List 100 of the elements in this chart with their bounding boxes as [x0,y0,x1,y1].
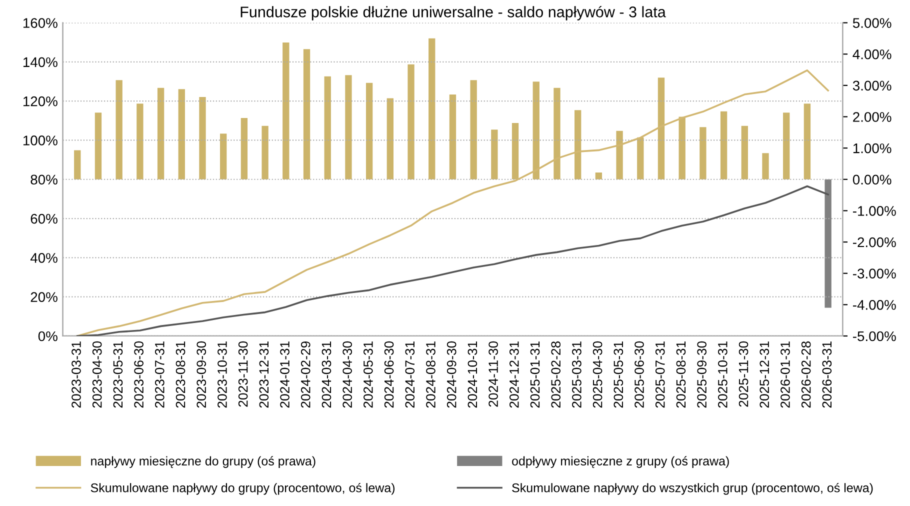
bar [428,38,436,180]
x-tick-label: 2023-11-30 [238,341,248,407]
legend-label: napływy miesięczne do grupy (oś prawa) [91,456,316,468]
x-tick-label: 2024-11-30 [488,341,498,407]
y2-tick-label: -3.00% [853,268,896,279]
bar [136,104,144,180]
y2-tick-label: -2.00% [853,237,896,248]
x-tick-label: 2024-03-31 [322,341,332,408]
y2-tick-label: 4.00% [852,49,892,60]
x-tick-label: 2024-04-30 [342,341,352,408]
bar [637,137,644,180]
x-tick-label: 2024-01-31 [280,341,290,408]
y-tick-label: 60% [30,214,58,224]
y-tick-label: 40% [30,253,58,263]
bar [783,112,790,180]
bar [199,97,206,180]
bar [303,49,310,180]
y-tick-label: 120% [23,96,58,106]
y2-tick-label: -1.00% [853,206,896,216]
y-tick-label: 160% [23,18,58,28]
bar [345,75,352,180]
x-tick-label: 2024-06-30 [384,341,394,408]
y2-tick-label: 5.00% [852,18,892,28]
bar [178,89,185,180]
x-tick-label: 2026-01-31 [780,341,790,408]
bar [512,123,519,180]
x-tick-label: 2023-09-30 [196,341,206,408]
bar [262,126,268,180]
chart-title: Fundusze polskie dłużne uniwersalne - saldo napływów - 3 lata [240,6,666,20]
bar [94,112,102,180]
line-series [76,185,829,336]
bar [616,130,623,180]
bar [408,64,414,180]
bar [741,126,748,180]
bar [595,172,602,180]
x-tick-label: 2024-10-31 [468,341,478,408]
bar [220,134,227,180]
x-tick-label: 2025-11-30 [738,341,748,407]
x-tick-label: 2024-02-29 [300,341,310,408]
x-tick-label: 2025-07-31 [655,341,665,408]
y2-tick-label: 2.00% [853,112,892,122]
y-tick-label: 20% [30,292,58,302]
bar [74,150,81,180]
bar [282,42,290,180]
x-tick-label: 2023-10-31 [218,341,227,408]
x-tick-label: 2026-02-28 [801,341,811,408]
bar [824,179,832,308]
x-tick-label: 2024-08-31 [426,341,436,408]
x-tick-label: 2023-03-31 [72,341,81,408]
legend-label: odpływy miesięczne z grupy (oś prawa) [512,456,729,468]
y2-tick-label: 1.00% [853,143,892,154]
bar [491,130,498,180]
bar [157,88,164,180]
y2-tick-label: 3.00% [852,80,892,91]
bar [658,78,665,180]
y-tick-label: 140% [23,57,58,68]
bar [240,118,248,180]
bar [700,127,706,180]
bar [470,80,477,180]
bar [678,116,686,180]
bar [366,82,373,180]
x-tick-label: 2025-03-31 [572,341,582,408]
x-tick-label: 2025-12-31 [760,341,770,408]
bar [324,76,331,180]
x-tick-label: 2023-08-31 [176,341,186,408]
x-tick-label: 2023-04-30 [92,341,102,408]
x-tick-label: 2025-01-31 [530,341,540,408]
x-tick-label: 2024-09-30 [446,341,456,408]
x-tick-label: 2023-05-31 [113,341,123,408]
bar [386,98,394,180]
y2-tick-label: -4.00% [853,300,896,310]
x-tick-label: 2024-07-31 [405,341,415,408]
x-tick-label: 2025-08-31 [676,341,686,408]
bar [804,104,811,180]
bar [116,80,122,180]
y-tick-label: 100% [23,136,58,146]
x-tick-label: 2025-10-31 [718,341,728,408]
bar [449,94,456,180]
bar [720,111,728,180]
x-tick-label: 2023-07-31 [154,341,164,408]
bar [762,153,769,180]
x-tick-label: 2025-02-28 [551,341,561,408]
y-tick-label: 0% [38,331,58,342]
x-tick-label: 2025-09-30 [697,341,706,408]
x-tick-label: 2023-12-31 [259,341,269,408]
bar [554,88,560,180]
bar [574,110,582,180]
x-tick-label: 2024-05-31 [364,341,373,408]
x-tick-label: 2023-06-30 [134,341,144,408]
x-tick-label: 2024-12-31 [509,341,519,408]
bar [532,82,540,180]
y2-tick-label: -5.00% [853,331,896,342]
x-tick-label: 2026-03-31 [822,341,832,408]
x-tick-label: 2025-05-31 [614,341,624,408]
y-tick-label: 80% [30,174,58,185]
legend-label: Skumulowane napływy do grupy (procentowo, oś lewa) [90,482,395,495]
x-tick-label: 2025-04-30 [592,341,602,408]
line-series [76,69,829,336]
y2-tick-label: 0.00% [852,174,892,185]
x-tick-label: 2025-06-30 [634,341,644,408]
